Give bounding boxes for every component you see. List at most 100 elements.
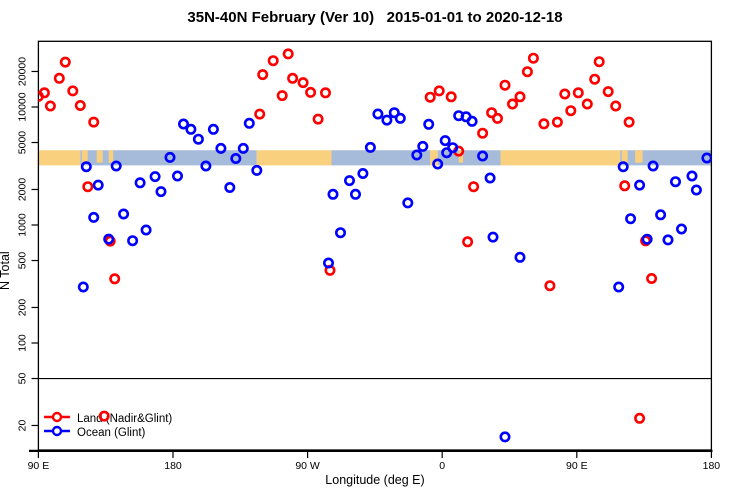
surface-band-ocean-segment — [331, 150, 431, 166]
land-data-point — [282, 48, 294, 60]
ocean-data-point — [327, 188, 339, 200]
x-tick-label: 0 — [439, 460, 445, 472]
ocean-data-point — [466, 115, 478, 127]
ocean-data-point — [322, 257, 334, 269]
land-data-point — [287, 72, 299, 84]
ocean-data-point — [388, 107, 400, 119]
surface-band-land-patch — [458, 150, 464, 163]
land-data-point — [544, 280, 556, 292]
ocean-data-point — [484, 172, 496, 184]
ocean-data-point — [80, 161, 92, 173]
land-data-point — [98, 410, 110, 422]
land-data-point — [468, 181, 480, 193]
ocean-data-point — [172, 170, 184, 182]
land-data-point — [59, 56, 71, 68]
land-data-point — [634, 412, 646, 424]
land-data-point — [619, 180, 631, 192]
surface-band-ocean-segment — [80, 150, 257, 166]
land-data-point — [74, 100, 86, 112]
land-data-point — [593, 56, 605, 68]
ocean-data-point — [110, 160, 122, 172]
ocean-data-point — [334, 227, 346, 239]
x-axis-title: Longitude (deg E) — [325, 473, 425, 487]
surface-band-land-segment — [430, 150, 438, 166]
ocean-data-point — [487, 231, 499, 243]
land-data-point — [610, 100, 622, 112]
land-data-point — [319, 87, 331, 99]
land-data-point — [305, 86, 317, 98]
land-data-point — [551, 116, 563, 128]
ocean-data-point — [88, 211, 100, 223]
land-data-point — [581, 98, 593, 110]
legend-label-ocean: Ocean (Glint) — [77, 427, 146, 439]
ocean-data-point — [423, 118, 435, 130]
y-tick-label: 500 — [17, 252, 29, 270]
ocean-data-point — [118, 208, 130, 220]
ocean-data-point — [662, 234, 674, 246]
land-data-point — [254, 108, 266, 120]
land-data-point — [267, 55, 279, 67]
y-tick-label: 20000 — [17, 57, 29, 86]
ocean-data-point — [224, 182, 236, 194]
surface-band-land-segment — [38, 150, 81, 166]
ocean-data-point — [690, 184, 702, 196]
land-data-point — [565, 105, 577, 117]
ocean-data-point — [192, 133, 204, 145]
y-tick-label: 100 — [17, 334, 29, 352]
surface-band-land-patch — [81, 150, 88, 163]
land-data-point — [521, 66, 533, 78]
legend-label-land: Land (Nadir&Glint) — [77, 413, 173, 425]
ocean-data-point — [675, 223, 687, 235]
ocean-data-point — [381, 114, 393, 126]
ocean-data-point — [432, 158, 444, 170]
y-tick-label: 10000 — [17, 92, 29, 121]
ocean-data-point — [251, 164, 263, 176]
land-data-point — [53, 72, 65, 84]
land-data-point — [486, 107, 498, 119]
ocean-data-point — [411, 149, 423, 161]
ocean-data-point — [634, 179, 646, 191]
land-data-point — [623, 116, 635, 128]
ocean-data-point — [77, 281, 89, 293]
ocean-data-point — [92, 179, 104, 191]
y-tick-label: 200 — [17, 299, 29, 317]
ocean-data-point — [669, 176, 681, 188]
ocean-data-point — [625, 213, 637, 225]
ocean-data-point — [686, 170, 698, 182]
ocean-data-point — [477, 150, 489, 162]
ocean-data-point — [178, 118, 190, 130]
land-data-point — [514, 91, 526, 103]
ocean-data-point — [103, 233, 115, 245]
land-data-point — [44, 100, 56, 112]
ocean-data-point — [394, 112, 406, 124]
x-tick-label: 90 E — [28, 460, 50, 472]
ocean-data-point — [647, 160, 659, 172]
land-data-point — [257, 69, 269, 81]
legend-item-ocean: Ocean (Glint) — [43, 425, 172, 440]
x-tick-label: 90 W — [295, 460, 320, 472]
land-data-point — [506, 98, 518, 110]
land-data-point — [67, 85, 79, 97]
ocean-data-point — [357, 168, 369, 180]
ocean-data-point — [349, 188, 361, 200]
land-data-point — [538, 118, 550, 130]
ocean-data-point — [185, 123, 197, 135]
ocean-data-point — [514, 251, 526, 263]
surface-band-land-patch — [635, 150, 643, 163]
ocean-data-point — [243, 117, 255, 129]
surface-band-land-patch — [96, 150, 103, 163]
ocean-data-point — [372, 108, 384, 120]
ocean-data-point — [230, 153, 242, 165]
ocean-data-point — [655, 209, 667, 221]
land-data-point — [646, 272, 658, 284]
land-data-point — [276, 90, 288, 102]
surface-band-ocean-segment — [620, 150, 712, 166]
land-data-point — [312, 113, 324, 125]
land-data-point — [88, 116, 100, 128]
ocean-data-point — [237, 142, 249, 154]
land-data-point — [602, 86, 614, 98]
ocean-data-point — [215, 142, 227, 154]
chart-title: 35N-40N February (Ver 10) 2015-01-01 to … — [187, 9, 563, 26]
